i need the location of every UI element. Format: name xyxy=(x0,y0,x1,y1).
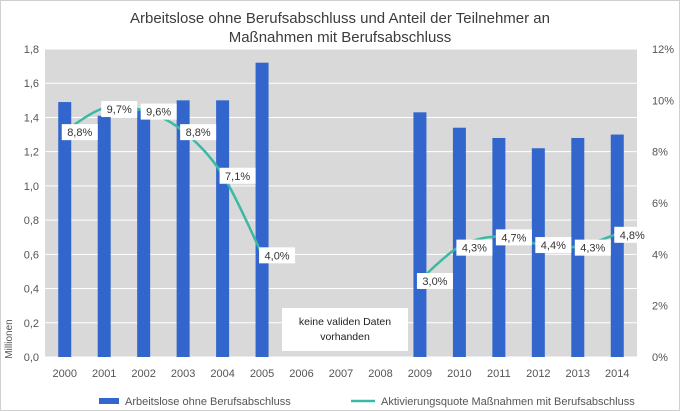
legend: Arbeitslose ohne Berufsabschluss Aktivie… xyxy=(99,396,635,408)
y2-tick-label: 12% xyxy=(652,44,674,56)
legend-label-line: Aktivierungsquote Maßnahmen mit Berufsab… xyxy=(381,396,635,408)
y-tick-label: 1,8 xyxy=(24,44,39,56)
x-tick-label: 2001 xyxy=(92,368,116,380)
data-label-2011: 4,7% xyxy=(501,232,526,244)
chart-title-line-1: Arbeitslose ohne Berufsabschluss und Ant… xyxy=(130,10,550,27)
bar-2004 xyxy=(216,100,230,357)
y2-tick-label: 10% xyxy=(652,95,674,107)
x-tick-label: 2000 xyxy=(52,368,76,380)
data-label-box xyxy=(535,237,572,254)
bar-2014 xyxy=(610,134,624,357)
y-tick-label: 0,8 xyxy=(24,215,39,227)
data-label-2012: 4,4% xyxy=(541,240,566,252)
data-label-box xyxy=(416,273,453,289)
data-label-box xyxy=(219,167,256,184)
x-tick-label: 2013 xyxy=(566,368,590,380)
data-label-2005: 4,0% xyxy=(265,250,290,262)
bar-2005 xyxy=(255,62,269,357)
y-tick-label: 0,2 xyxy=(24,318,39,330)
y2-tick-label: 6% xyxy=(652,198,668,210)
bar-2002 xyxy=(137,110,151,357)
legend-bar-swatch xyxy=(99,398,119,404)
bar-2001 xyxy=(97,115,111,357)
data-label-box xyxy=(456,239,493,256)
y2-tick-label: 8% xyxy=(652,147,668,159)
x-tick-label: 2006 xyxy=(289,368,313,380)
x-tick-label: 2008 xyxy=(368,368,392,380)
y-tick-label: 0,4 xyxy=(24,284,39,296)
data-label-2009: 3,0% xyxy=(422,276,447,288)
bar-2000 xyxy=(58,102,72,358)
data-label-box xyxy=(495,229,532,246)
data-label-box xyxy=(614,226,651,243)
x-tick-label: 2010 xyxy=(447,368,471,380)
data-label-box xyxy=(574,239,611,256)
bar-2011 xyxy=(492,137,506,357)
data-label-box xyxy=(259,247,296,264)
annotation-line-2: vorhanden xyxy=(320,331,370,343)
legend-label-bars: Arbeitslose ohne Berufsabschluss xyxy=(125,396,291,408)
data-label-2013: 4,3% xyxy=(580,243,605,255)
data-label-2010: 4,3% xyxy=(462,243,487,255)
y-tick-label: 1,2 xyxy=(24,147,39,159)
x-tick-label: 2002 xyxy=(131,368,155,380)
annotation-box xyxy=(282,308,408,351)
x-tick-label: 2014 xyxy=(605,368,629,380)
data-label-2003: 8,8% xyxy=(186,127,211,139)
right-axis-ticks: 0% 2% 4% 6% 8% 10% 12% xyxy=(652,44,674,364)
x-tick-label: 2009 xyxy=(408,368,432,380)
x-tick-label: 2003 xyxy=(171,368,195,380)
x-tick-label: 2005 xyxy=(250,368,274,380)
chart-title-line-2: Maßnahmen mit Berufsabschluss xyxy=(229,29,452,46)
data-label-2002: 9,6% xyxy=(146,107,171,119)
bar-2003 xyxy=(176,100,190,357)
y2-tick-label: 0% xyxy=(652,352,668,364)
data-label-box xyxy=(101,101,138,118)
y2-tick-label: 4% xyxy=(652,249,668,261)
y-axis-title: Millionen xyxy=(4,319,15,358)
no-data-annotation: keine validen Daten vorhanden xyxy=(282,308,408,351)
data-labels: 8,8% 9,7% 9,6% 8,8% 7,1% 4,0% 3,0% 4,3% 4,7% 4,4%… xyxy=(61,101,651,289)
y-tick-label: 0,6 xyxy=(24,249,39,261)
data-label-box xyxy=(61,124,98,141)
x-tick-label: 2007 xyxy=(329,368,353,380)
data-label-box xyxy=(140,103,177,120)
x-tick-label: 2004 xyxy=(210,368,234,380)
x-tick-label: 2012 xyxy=(526,368,550,380)
x-axis-ticks: 2000 2001 2002 2003 2004 2005 2006 2007 2008 2009… xyxy=(52,368,629,380)
data-label-2014: 4,8% xyxy=(620,230,645,242)
left-axis-ticks: 0,0 0,2 0,4 0,6 0,8 1,0 1,2 1,4 1,6 1,8 xyxy=(24,44,39,364)
bar-series xyxy=(58,62,624,358)
y-tick-label: 0,0 xyxy=(24,352,39,364)
data-label-2000: 8,8% xyxy=(67,127,92,139)
data-label-2001: 9,7% xyxy=(107,104,132,116)
data-label-2004: 7,1% xyxy=(225,171,250,183)
y-tick-label: 1,4 xyxy=(24,112,39,124)
data-label-box xyxy=(180,124,217,141)
x-tick-label: 2011 xyxy=(487,368,511,380)
y2-tick-label: 2% xyxy=(652,301,668,313)
bar-2009 xyxy=(413,112,427,357)
y-tick-label: 1,6 xyxy=(24,78,39,90)
annotation-line-1: keine validen Daten xyxy=(299,316,391,328)
y-tick-label: 1,0 xyxy=(24,181,39,193)
